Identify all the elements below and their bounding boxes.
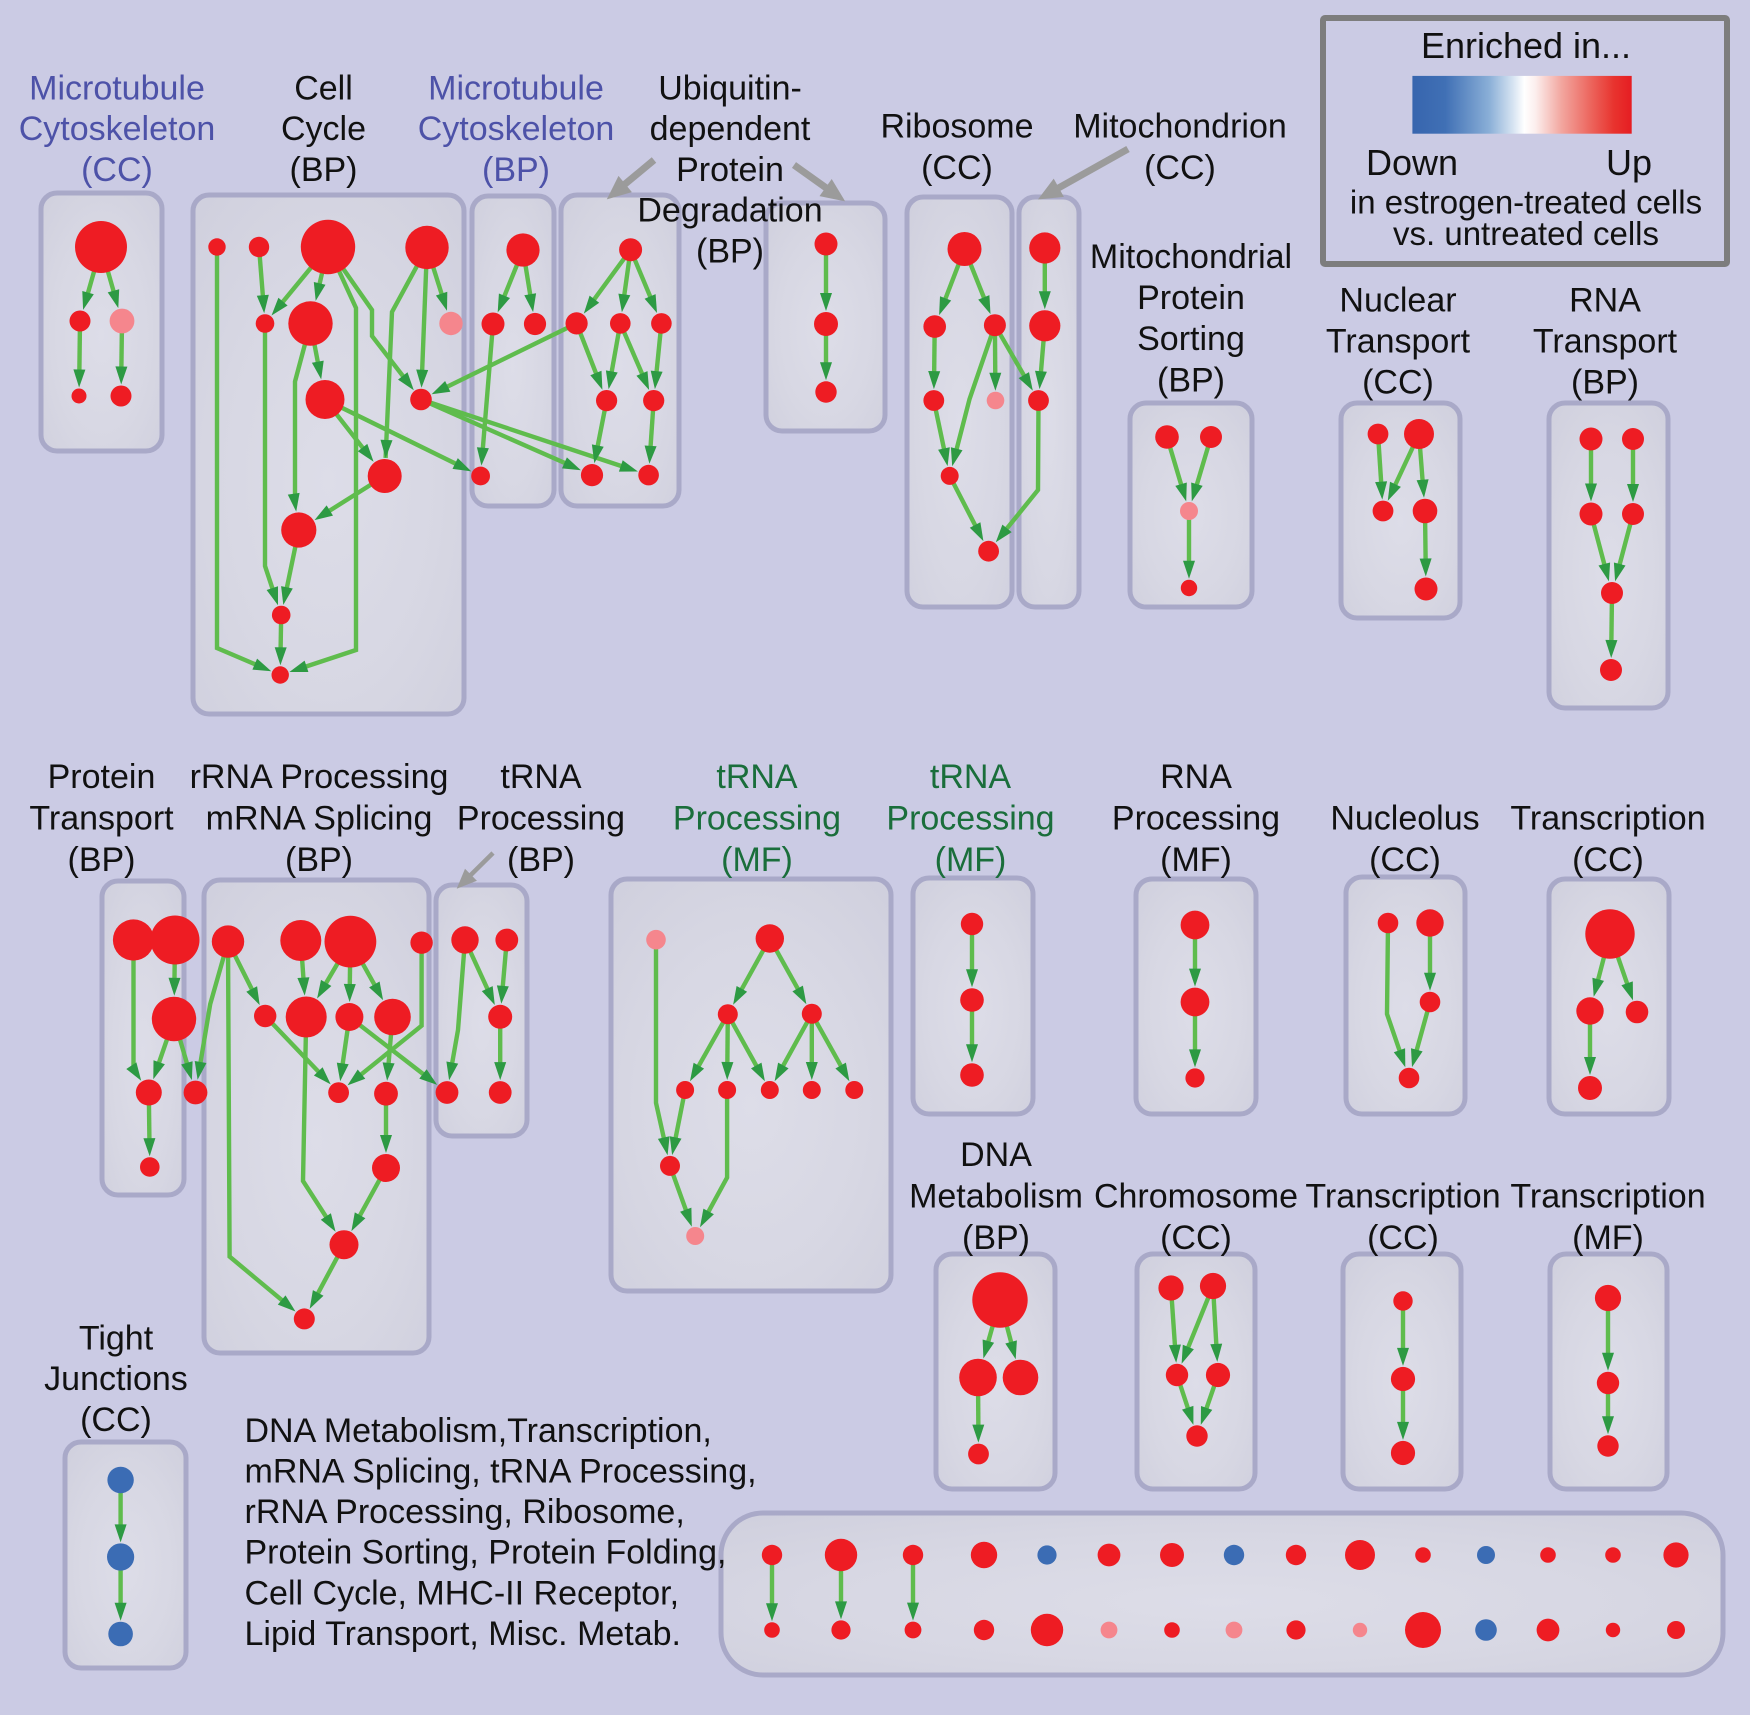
svg-text:mRNA Splicing: mRNA Splicing (206, 800, 433, 838)
svg-text:Processing: Processing (1112, 800, 1280, 838)
svg-text:(BP): (BP) (696, 232, 764, 270)
svg-text:Microtubule: Microtubule (428, 70, 604, 108)
svg-text:Processing: Processing (886, 800, 1054, 838)
svg-text:Sorting: Sorting (1137, 320, 1245, 358)
svg-text:rRNA Processing: rRNA Processing (190, 758, 449, 796)
svg-text:in estrogen-treated cells: in estrogen-treated cells (1350, 184, 1702, 221)
svg-text:Mitochondrion: Mitochondrion (1073, 108, 1287, 146)
svg-text:Up: Up (1606, 142, 1652, 183)
svg-text:Down: Down (1366, 142, 1458, 183)
svg-text:(BP): (BP) (285, 841, 353, 879)
svg-text:(MF): (MF) (1572, 1219, 1644, 1257)
svg-text:mRNA Splicing, tRNA Processing: mRNA Splicing, tRNA Processing, (245, 1453, 757, 1491)
svg-text:tRNA: tRNA (716, 758, 798, 796)
svg-text:DNA Metabolism,Transcription,: DNA Metabolism,Transcription, (245, 1412, 712, 1450)
svg-text:Protein: Protein (1137, 279, 1245, 317)
svg-text:(BP): (BP) (507, 841, 575, 879)
svg-text:Metabolism: Metabolism (909, 1178, 1083, 1216)
svg-text:(BP): (BP) (290, 151, 358, 189)
svg-text:Processing: Processing (673, 800, 841, 838)
svg-text:tRNA: tRNA (500, 758, 582, 796)
svg-text:(CC): (CC) (1160, 1219, 1232, 1257)
svg-text:Processing: Processing (457, 800, 625, 838)
svg-text:(CC): (CC) (921, 149, 993, 187)
svg-text:(CC): (CC) (81, 151, 153, 189)
svg-text:(CC): (CC) (1572, 841, 1644, 879)
svg-text:Cytoskeleton: Cytoskeleton (19, 110, 216, 148)
svg-text:RNA: RNA (1569, 282, 1641, 320)
svg-text:Protein: Protein (676, 151, 784, 189)
svg-text:Cell: Cell (294, 70, 353, 108)
svg-text:(MF): (MF) (721, 841, 793, 879)
svg-text:Junctions: Junctions (44, 1360, 188, 1398)
svg-text:Protein Sorting, Protein Foldi: Protein Sorting, Protein Folding, (245, 1534, 727, 1572)
svg-text:Transcription: Transcription (1510, 1178, 1705, 1216)
svg-text:Cycle: Cycle (281, 110, 366, 148)
svg-text:RNA: RNA (1160, 758, 1232, 796)
svg-text:rRNA Processing, Ribosome,: rRNA Processing, Ribosome, (245, 1493, 685, 1531)
svg-text:Microtubule: Microtubule (29, 70, 205, 108)
svg-text:Protein: Protein (48, 758, 156, 796)
svg-text:tRNA: tRNA (930, 758, 1012, 796)
svg-text:(MF): (MF) (1160, 841, 1232, 879)
svg-text:(CC): (CC) (1144, 149, 1216, 187)
svg-text:vs. untreated cells: vs. untreated cells (1393, 215, 1659, 252)
svg-text:(BP): (BP) (1157, 361, 1225, 399)
svg-text:(CC): (CC) (1362, 364, 1434, 402)
svg-text:(BP): (BP) (1571, 364, 1639, 402)
svg-text:(MF): (MF) (935, 841, 1007, 879)
svg-text:Lipid Transport, Misc. Metab.: Lipid Transport, Misc. Metab. (245, 1615, 682, 1653)
svg-text:Mitochondrial: Mitochondrial (1090, 238, 1292, 276)
svg-text:DNA: DNA (960, 1136, 1032, 1174)
svg-text:Ubiquitin-: Ubiquitin- (658, 70, 802, 108)
svg-text:dependent: dependent (650, 110, 811, 148)
svg-text:Chromosome: Chromosome (1094, 1178, 1298, 1216)
svg-text:Transport: Transport (1326, 323, 1471, 361)
svg-text:(BP): (BP) (482, 151, 550, 189)
svg-text:Nucleolus: Nucleolus (1330, 800, 1479, 838)
svg-text:Cytoskeleton: Cytoskeleton (418, 110, 615, 148)
svg-text:(CC): (CC) (1369, 841, 1441, 879)
svg-text:Tight: Tight (79, 1320, 154, 1358)
svg-text:Ribosome: Ribosome (880, 108, 1033, 146)
svg-text:Transcription: Transcription (1305, 1178, 1500, 1216)
svg-text:(BP): (BP) (68, 841, 136, 879)
svg-text:Transcription: Transcription (1510, 800, 1705, 838)
svg-text:(BP): (BP) (962, 1219, 1030, 1257)
svg-text:Transport: Transport (1533, 323, 1678, 361)
svg-text:(CC): (CC) (1367, 1219, 1439, 1257)
svg-text:Degradation: Degradation (637, 192, 822, 230)
svg-text:(CC): (CC) (80, 1401, 152, 1439)
svg-text:Enriched in...: Enriched in... (1421, 25, 1631, 66)
svg-text:Transport: Transport (29, 800, 174, 838)
svg-text:Cell Cycle, MHC-II Receptor,: Cell Cycle, MHC-II Receptor, (245, 1574, 680, 1612)
svg-text:Nuclear: Nuclear (1339, 282, 1456, 320)
